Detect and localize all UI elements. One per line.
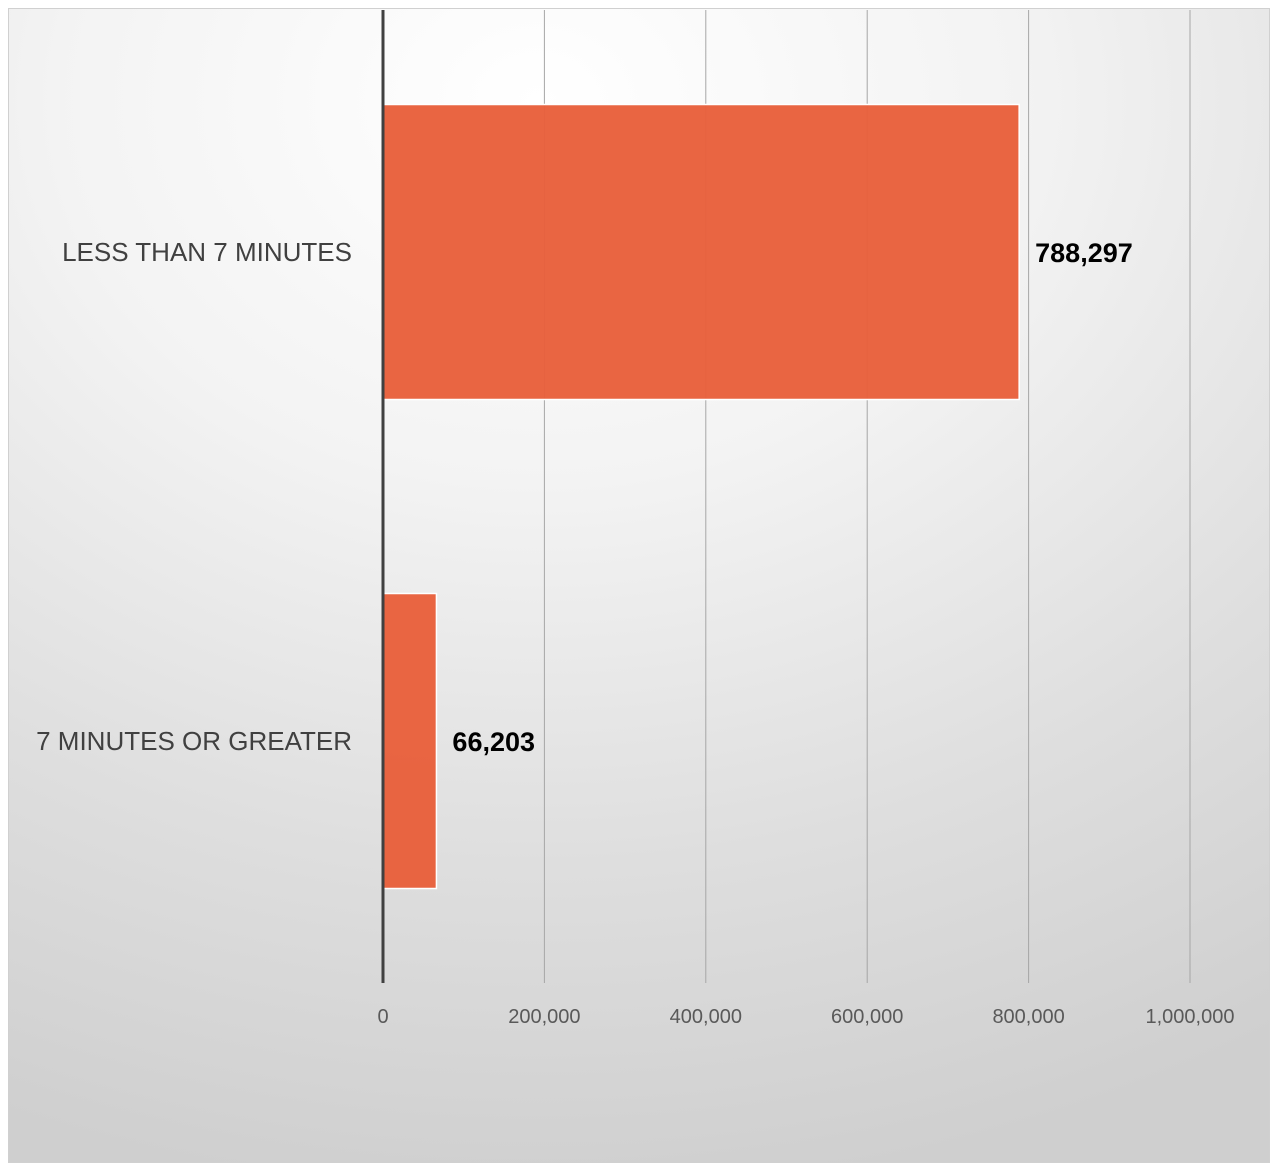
x-tick-label: 0 (377, 1006, 388, 1028)
category-label: 7 MINUTES OR GREATER (36, 726, 352, 756)
data-labels: 788,297 66,203 (452, 238, 1132, 757)
data-label: 66,203 (452, 727, 535, 757)
x-tick-label: 800,000 (992, 1006, 1064, 1028)
tick-labels: 0 200,000 400,000 600,000 800,000 1,000,000 (377, 1006, 1234, 1028)
bar (382, 592, 438, 890)
bar (382, 103, 1020, 401)
bars (382, 103, 1020, 890)
x-tick-label: 1,000,000 (1146, 1006, 1235, 1028)
x-tick-label: 600,000 (831, 1006, 903, 1028)
data-label: 788,297 (1035, 238, 1133, 268)
x-tick-label: 200,000 (508, 1006, 580, 1028)
category-label: LESS THAN 7 MINUTES (62, 237, 352, 267)
category-labels: LESS THAN 7 MINUTES 7 MINUTES OR GREATER (36, 237, 352, 756)
x-tick-label: 400,000 (670, 1006, 742, 1028)
